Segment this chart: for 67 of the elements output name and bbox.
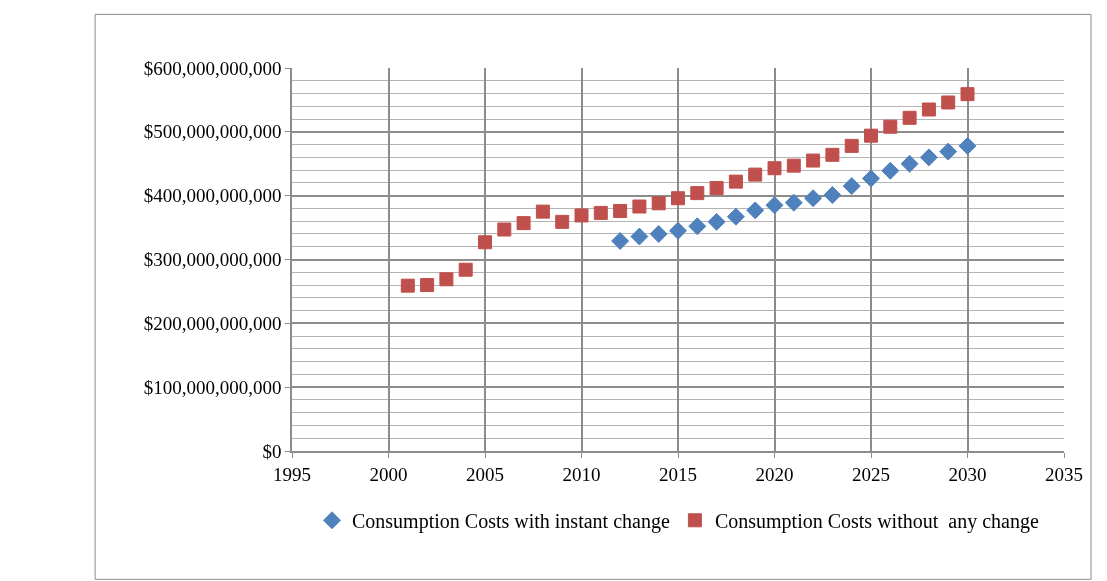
x-tick-label: 2000 — [369, 463, 408, 485]
point — [883, 119, 898, 134]
point — [806, 153, 821, 168]
point — [726, 207, 745, 226]
point — [671, 191, 685, 206]
point — [825, 147, 840, 162]
point — [844, 138, 859, 153]
x-tick-label: 1995 — [273, 463, 311, 485]
point — [862, 169, 880, 188]
y-tick-label: $300,000,000,000 — [143, 249, 282, 271]
point — [516, 216, 531, 231]
point — [458, 262, 473, 277]
point — [864, 128, 878, 143]
point — [921, 102, 936, 117]
y-tick-label: $600,000,000,000 — [143, 57, 282, 79]
x-tick-label: 2030 — [948, 463, 987, 485]
point — [707, 212, 726, 231]
x-tick-label: 2025 — [852, 463, 890, 485]
point — [651, 196, 666, 211]
point — [535, 204, 550, 219]
x-tick-label: 2015 — [659, 463, 697, 485]
point — [786, 158, 801, 173]
point — [574, 208, 589, 223]
point — [728, 174, 743, 189]
point — [555, 214, 570, 229]
point — [439, 272, 454, 287]
point — [690, 186, 705, 201]
point — [784, 193, 803, 212]
y-tick-label: $0 — [262, 440, 282, 462]
x-tick-label: 2010 — [562, 463, 601, 485]
point — [960, 87, 975, 102]
legend-label: Consumption Costs with instant change — [352, 510, 670, 534]
point — [613, 203, 628, 218]
point — [478, 235, 492, 250]
point — [958, 136, 977, 155]
point — [400, 278, 415, 293]
point — [632, 199, 647, 214]
point — [765, 196, 784, 215]
legend-label: Consumption Costs without any change — [714, 510, 1039, 534]
x-tick-label: 2035 — [1045, 463, 1083, 485]
point — [497, 222, 512, 237]
point — [881, 161, 900, 180]
point — [919, 148, 938, 167]
point — [900, 154, 919, 173]
point — [767, 161, 782, 176]
point — [649, 225, 668, 243]
point — [748, 167, 763, 182]
point — [823, 186, 842, 204]
point — [669, 221, 687, 240]
point — [709, 181, 724, 196]
point — [804, 189, 823, 208]
point — [842, 177, 861, 196]
x-tick-label: 2020 — [755, 463, 794, 485]
point — [420, 278, 435, 293]
point — [630, 227, 649, 246]
point — [902, 110, 917, 125]
x-tick-label: 2005 — [466, 463, 504, 485]
y-tick-label: $400,000,000,000 — [143, 185, 282, 207]
point — [746, 201, 765, 220]
y-tick-label: $500,000,000,000 — [143, 121, 282, 143]
y-tick-label: $200,000,000,000 — [143, 312, 282, 334]
point — [688, 217, 707, 236]
point — [611, 232, 630, 250]
point — [939, 142, 958, 161]
point — [593, 205, 608, 220]
point — [941, 95, 956, 110]
y-tick-label: $100,000,000,000 — [143, 376, 282, 398]
